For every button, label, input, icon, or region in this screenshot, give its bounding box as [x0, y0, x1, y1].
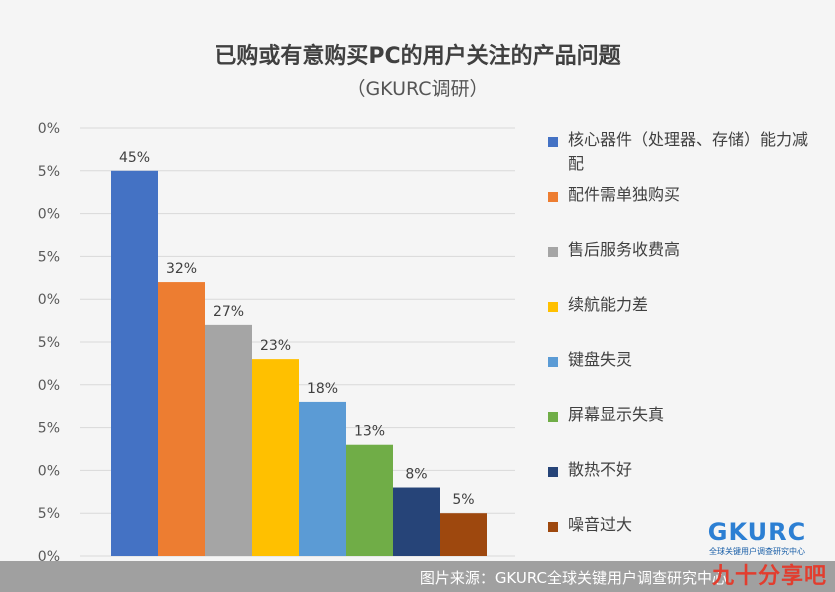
- legend-swatch: [548, 137, 558, 147]
- bar-value-label: 27%: [213, 304, 244, 320]
- legend-label: 散热不好: [568, 460, 633, 479]
- y-tick-label: 0%: [38, 378, 60, 394]
- bar: [440, 513, 487, 556]
- site-watermark: 九十分享吧: [711, 564, 827, 589]
- legend-swatch: [548, 522, 558, 532]
- legend-item: 屏幕显示失真: [548, 403, 823, 427]
- bar-value-label: 8%: [405, 467, 427, 483]
- legend-swatch: [548, 247, 558, 257]
- bar: [205, 324, 252, 556]
- legend-label: 键盘失灵: [568, 350, 633, 369]
- legend-swatch: [548, 412, 558, 422]
- legend-swatch: [548, 192, 558, 202]
- y-tick-label: 5%: [38, 164, 60, 180]
- y-tick-label: 0%: [38, 463, 60, 479]
- chart-title: 已购或有意购买PC的用户关注的产品问题: [214, 44, 621, 69]
- y-tick-label: 5%: [38, 506, 60, 522]
- legend-item: 散热不好: [548, 458, 823, 482]
- legend-item: 键盘失灵: [548, 348, 823, 372]
- bar-value-label: 13%: [354, 424, 385, 440]
- bar-value-label: 18%: [307, 381, 338, 397]
- y-tick-label: 5%: [38, 249, 60, 265]
- bar: [346, 444, 393, 556]
- bar: [252, 359, 299, 556]
- legend-item: 配件需单独购买: [548, 183, 823, 207]
- legend-swatch: [548, 467, 558, 477]
- legend-item: 售后服务收费高: [548, 238, 823, 262]
- legend-label: 核心器件（处理器、存储）能力减配: [568, 130, 809, 173]
- bar: [393, 487, 440, 556]
- y-tick-label: 0%: [38, 207, 60, 223]
- chart-subtitle: （GKURC调研）: [346, 78, 489, 100]
- bar: [158, 282, 205, 556]
- y-tick-label: 0%: [38, 292, 60, 308]
- y-tick-label: 0%: [38, 121, 60, 137]
- legend-label: 售后服务收费高: [568, 240, 681, 259]
- y-tick-label: 5%: [38, 421, 60, 437]
- legend-label: 配件需单独购买: [568, 185, 681, 204]
- legend-swatch: [548, 357, 558, 367]
- legend-item: 续航能力差: [548, 293, 823, 317]
- legend-swatch: [548, 302, 558, 312]
- source-caption: 图片来源：GKURC全球关键用户调查研究中心: [419, 569, 727, 587]
- gkurc-logo: GKURC 全球关键用户调查研究中心: [702, 518, 812, 557]
- legend-item: 核心器件（处理器、存储）能力减配: [548, 128, 823, 176]
- bar-value-label: 5%: [452, 492, 474, 508]
- logo-tagline: 全球关键用户调查研究中心: [709, 547, 805, 556]
- bar: [111, 170, 158, 557]
- legend-label: 续航能力差: [568, 295, 649, 314]
- legend-item: 噪音过大: [548, 513, 823, 537]
- y-tick-label: 5%: [38, 335, 60, 351]
- legend-label: 噪音过大: [568, 515, 633, 534]
- bar-value-label: 23%: [260, 338, 291, 354]
- source-caption-bar: 图片来源：GKURC全球关键用户调查研究中心: [0, 561, 835, 592]
- bar-value-label: 45%: [119, 150, 150, 166]
- bar: [299, 401, 346, 556]
- logo-wordmark: GKURC: [707, 518, 807, 546]
- bar-value-label: 32%: [166, 261, 197, 277]
- legend-label: 屏幕显示失真: [568, 405, 665, 424]
